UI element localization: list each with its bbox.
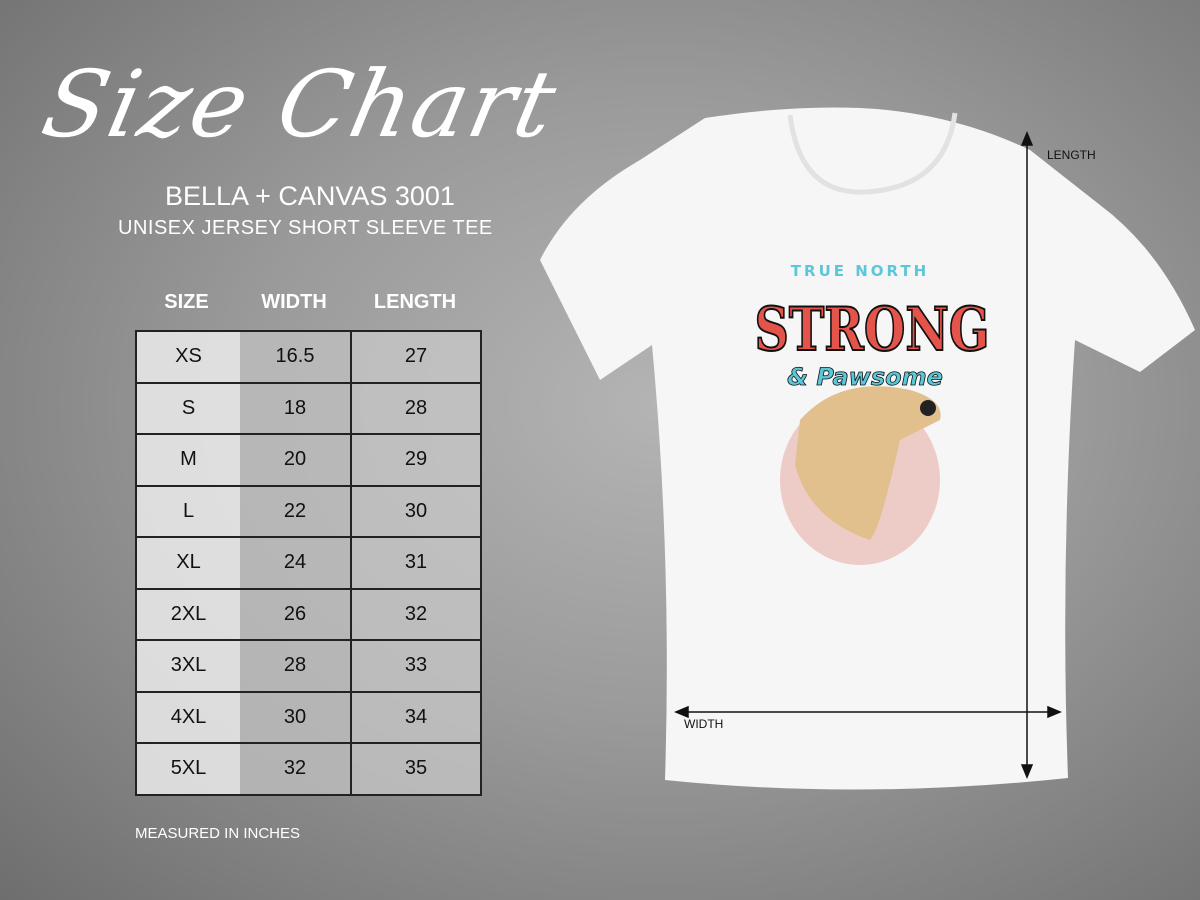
dog-artwork <box>780 386 941 565</box>
graphic-true-north: TRUE NORTH <box>791 262 929 280</box>
size-cell: XS <box>135 330 240 384</box>
product-subtitle: UNISEX JERSEY SHORT SLEEVE TEE <box>118 217 493 239</box>
length-arrow <box>1020 131 1034 779</box>
length-cell: 28 <box>350 381 482 435</box>
length-cell: 31 <box>350 536 482 590</box>
length-cell: 29 <box>350 433 482 487</box>
size-table: XS 16.5 27 S 18 28 M 20 29 L 22 30 XL 24 31 2XL 26 32 3XL 2… <box>135 330 482 796</box>
width-cell: 32 <box>240 742 352 796</box>
table-row: XL 24 31 <box>135 536 482 590</box>
width-cell: 18 <box>240 381 352 435</box>
length-label: LENGTH <box>1047 148 1096 162</box>
graphic-pawsome: & Pawsome <box>787 363 943 391</box>
table-row: 3XL 28 33 <box>135 639 482 693</box>
brand-model: BELLA + CANVAS 3001 <box>165 181 455 211</box>
length-cell: 27 <box>350 330 482 384</box>
width-cell: 30 <box>240 690 352 744</box>
size-cell: 5XL <box>135 742 240 796</box>
length-cell: 30 <box>350 484 482 538</box>
table-row: L 22 30 <box>135 484 482 538</box>
graphic-strong: STRONG <box>755 295 990 365</box>
width-cell: 26 <box>240 587 352 641</box>
width-cell: 16.5 <box>240 330 352 384</box>
units-note: MEASURED IN INCHES <box>135 825 301 842</box>
table-row: S 18 28 <box>135 381 482 435</box>
header-length: LENGTH <box>373 291 457 313</box>
size-cell: 4XL <box>135 690 240 744</box>
width-arrow <box>674 705 1062 719</box>
length-cell: 32 <box>350 587 482 641</box>
table-row: XS 16.5 27 <box>135 330 482 384</box>
width-cell: 24 <box>240 536 352 590</box>
collar <box>787 112 958 195</box>
header-size: SIZE <box>164 291 209 313</box>
size-cell: L <box>135 484 240 538</box>
width-cell: 20 <box>240 433 352 487</box>
length-cell: 34 <box>350 690 482 744</box>
size-cell: M <box>135 433 240 487</box>
width-cell: 28 <box>240 639 352 693</box>
table-row: 2XL 26 32 <box>135 587 482 641</box>
size-cell: S <box>135 381 240 435</box>
size-cell: 3XL <box>135 639 240 693</box>
width-label: WIDTH <box>684 717 723 731</box>
header-width: WIDTH <box>261 291 327 313</box>
size-cell: XL <box>135 536 240 590</box>
width-cell: 22 <box>240 484 352 538</box>
size-cell: 2XL <box>135 587 240 641</box>
length-cell: 35 <box>350 742 482 796</box>
table-row: 4XL 30 34 <box>135 690 482 744</box>
table-row: M 20 29 <box>135 433 482 487</box>
table-row: 5XL 32 35 <box>135 742 482 796</box>
length-cell: 33 <box>350 639 482 693</box>
